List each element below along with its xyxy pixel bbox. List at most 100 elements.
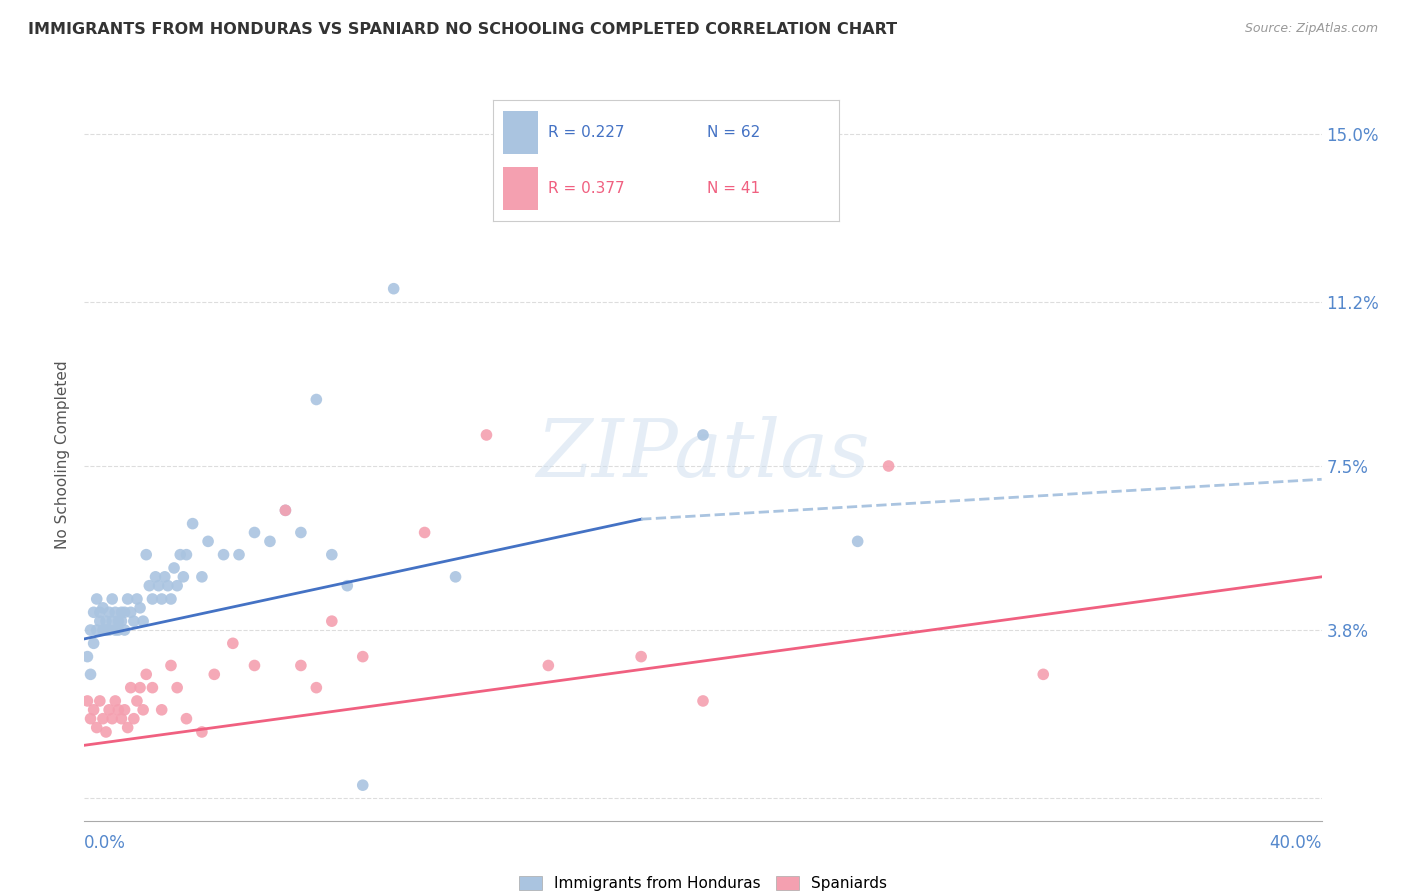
Point [86,721,108,735]
Point [352,778,374,792]
Point [107,623,129,637]
Text: 0.0%: 0.0% [84,834,127,852]
Point [202,667,225,681]
Point [89,614,111,628]
Point [176,548,198,562]
Point [107,703,129,717]
Point [1032,667,1054,681]
Point [290,658,312,673]
Point [117,592,139,607]
Point [243,658,266,673]
Point [89,605,111,619]
Point [122,712,145,726]
Point [382,282,405,296]
Point [212,548,235,562]
Point [94,623,117,637]
Point [537,658,560,673]
Point [132,614,155,628]
Point [305,392,328,407]
Point [91,712,114,726]
Text: IMMIGRANTS FROM HONDURAS VS SPANIARD NO SCHOOLING COMPLETED CORRELATION CHART: IMMIGRANTS FROM HONDURAS VS SPANIARD NO … [28,22,897,37]
Point [101,712,124,726]
Point [79,667,101,681]
Point [141,592,163,607]
Point [98,605,121,619]
Point [101,592,124,607]
Point [150,592,173,607]
Point [166,681,188,695]
Point [91,600,114,615]
Point [110,605,132,619]
Point [76,694,98,708]
Text: Source: ZipAtlas.com: Source: ZipAtlas.com [1244,22,1378,36]
Point [150,703,173,717]
Point [148,579,170,593]
Point [79,712,101,726]
Point [91,623,114,637]
Point [120,681,142,695]
Point [125,592,148,607]
Point [104,623,127,637]
Point [141,681,163,695]
Point [98,703,121,717]
Point [176,712,198,726]
Point [122,614,145,628]
Point [877,458,900,473]
Point [86,623,108,637]
Point [274,503,297,517]
Point [172,570,194,584]
Point [692,694,714,708]
Point [125,694,148,708]
Point [153,570,176,584]
Point [160,658,183,673]
Point [101,614,124,628]
Point [259,534,281,549]
Point [117,721,139,735]
Point [114,703,136,717]
Point [352,649,374,664]
Point [135,548,157,562]
Point [79,623,101,637]
Point [163,561,186,575]
Point [846,534,869,549]
Legend: Immigrants from Honduras, Spaniards: Immigrants from Honduras, Spaniards [513,870,893,892]
Point [243,525,266,540]
Point [290,525,312,540]
Point [156,579,179,593]
Point [135,667,157,681]
Text: 40.0%: 40.0% [1270,834,1322,852]
Point [110,614,132,628]
Point [110,712,132,726]
Point [181,516,204,531]
Point [114,623,136,637]
Point [321,548,343,562]
Point [444,570,467,584]
Point [114,605,136,619]
Point [120,605,142,619]
Point [132,703,155,717]
Point [104,694,127,708]
Point [191,570,214,584]
Point [86,592,108,607]
Point [321,614,343,628]
Point [89,694,111,708]
Point [630,649,652,664]
Point [228,548,250,562]
Point [413,525,436,540]
Y-axis label: No Schooling Completed: No Schooling Completed [55,360,70,549]
Point [191,725,214,739]
Point [169,548,191,562]
Point [222,636,245,650]
Point [197,534,219,549]
Point [83,605,105,619]
Point [145,570,167,584]
Point [336,579,359,593]
Point [129,600,152,615]
Point [160,592,183,607]
Point [129,681,152,695]
Point [166,579,188,593]
Point [104,605,127,619]
Point [76,649,98,664]
Point [107,614,129,628]
Point [98,623,121,637]
